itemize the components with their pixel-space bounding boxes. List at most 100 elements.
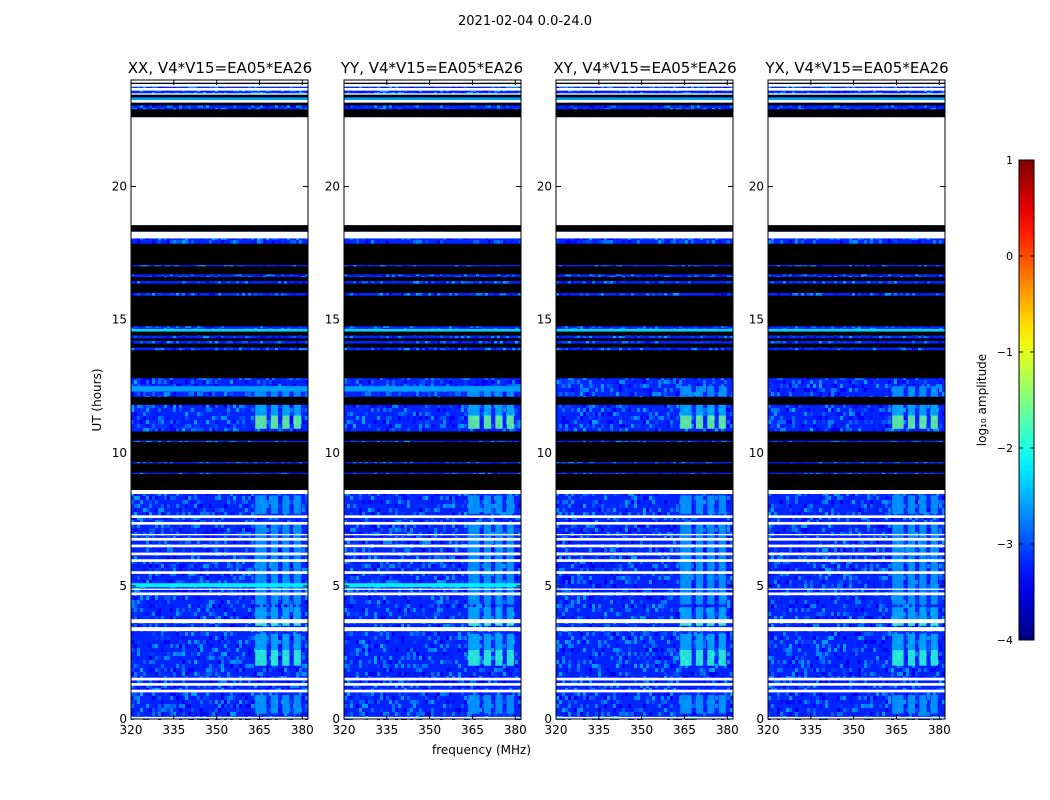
broadband-band	[344, 583, 521, 588]
no-data-band	[131, 93, 308, 95]
no-data-band	[131, 592, 308, 596]
rfi-cell	[707, 649, 715, 666]
rfi-cell	[907, 415, 916, 429]
rfi-cell	[907, 695, 916, 714]
y-tick-label: 20	[749, 180, 764, 194]
rfi-cell	[506, 633, 514, 650]
rfi-cell	[907, 607, 916, 620]
no-data-band	[768, 83, 945, 87]
rfi-cell	[293, 695, 301, 714]
no-data-band	[131, 619, 308, 624]
panel-frame	[130, 79, 309, 720]
rfi-cell	[919, 607, 927, 620]
flagged-band	[556, 109, 733, 118]
rfi-cell	[930, 649, 938, 666]
rfi-cell	[718, 521, 726, 605]
rfi-cell	[270, 633, 279, 650]
no-data-band	[768, 677, 945, 681]
rfi-cell	[495, 495, 503, 514]
rfi-cell	[282, 695, 290, 714]
no-data-band	[768, 588, 945, 590]
no-data-band	[344, 677, 521, 681]
rfi-cell	[707, 415, 715, 429]
rfi-cell	[892, 695, 904, 714]
panel-yx: 0 5 10 15 20 320 335 350 365 380	[749, 79, 951, 737]
y-axis-label: UT (hours)	[90, 368, 104, 432]
y-tick-label: 15	[749, 313, 764, 327]
no-data-band	[344, 619, 521, 624]
no-data-band	[131, 515, 308, 518]
rfi-cell	[695, 621, 704, 626]
x-tick-label: 335	[587, 723, 610, 737]
panel-yy: 0 5 10 15 20 320 335 350 365 380	[325, 79, 527, 737]
rfi-cell	[255, 495, 267, 514]
flagged-band	[556, 243, 733, 266]
rfi-cell	[282, 495, 290, 514]
flagged-band	[556, 295, 733, 327]
no-data-band	[556, 533, 733, 536]
rfi-cell	[680, 415, 692, 429]
no-data-band	[131, 588, 308, 590]
rfi-cell	[892, 399, 904, 416]
rfi-cell	[506, 521, 514, 605]
rfi-cell	[255, 399, 267, 416]
colorbar-label: log₁₀ amplitude	[975, 353, 989, 447]
no-data-band	[556, 117, 733, 226]
no-data-band	[344, 93, 521, 95]
no-data-band	[768, 231, 945, 239]
x-tick-label: 320	[333, 723, 356, 737]
no-data-band	[344, 588, 521, 590]
rfi-cell	[680, 386, 692, 397]
rfi-cell	[707, 633, 715, 650]
flagged-band	[344, 431, 521, 441]
rfi-cell	[930, 695, 938, 714]
flagged-band	[768, 295, 945, 327]
flagged-band	[131, 225, 308, 232]
flagged-band	[768, 331, 945, 336]
no-data-band	[131, 552, 308, 556]
rfi-cell	[907, 521, 916, 605]
flagged-band	[131, 243, 308, 266]
no-data-band	[556, 544, 733, 548]
rfi-cell	[495, 621, 503, 626]
flagged-band	[768, 243, 945, 266]
rfi-cell	[468, 399, 480, 416]
no-data-band	[344, 592, 521, 596]
flagged-band	[344, 82, 521, 84]
flagged-band	[131, 102, 308, 106]
rfi-cell	[468, 649, 480, 666]
flagged-band	[344, 295, 521, 327]
rfi-cell	[468, 695, 480, 714]
flagged-band	[344, 283, 521, 293]
flagged-band	[131, 331, 308, 336]
y-tick-label: 5	[332, 579, 340, 593]
no-data-band	[344, 231, 521, 239]
flagged-band	[131, 295, 308, 327]
flagged-band	[768, 350, 945, 379]
rfi-cell	[293, 521, 301, 605]
x-axis-label: frequency (MHz)	[432, 743, 532, 757]
no-data-band	[768, 592, 945, 596]
no-data-band	[556, 80, 733, 83]
rfi-cell	[892, 607, 904, 620]
panel-title-xx: XX, V4*V15=EA05*EA26	[127, 59, 313, 77]
y-tick-label: 5	[544, 579, 552, 593]
rfi-cell	[930, 399, 938, 416]
flagged-band	[768, 225, 945, 232]
flagged-band	[344, 331, 521, 336]
rfi-cell	[907, 495, 916, 514]
rfi-cell	[495, 399, 503, 416]
rfi-cell	[930, 386, 938, 397]
rfi-cell	[483, 633, 492, 650]
no-data-band	[131, 537, 308, 541]
rfi-cell	[495, 695, 503, 714]
no-data-band	[344, 490, 521, 495]
flagged-band	[768, 396, 945, 405]
rfi-cell	[892, 415, 904, 429]
rfi-cell	[255, 621, 267, 626]
rfi-cell	[892, 649, 904, 666]
no-data-band	[344, 515, 521, 518]
x-tick-label: 380	[504, 723, 527, 737]
rfi-cell	[718, 415, 726, 429]
rfi-cell	[707, 695, 715, 714]
